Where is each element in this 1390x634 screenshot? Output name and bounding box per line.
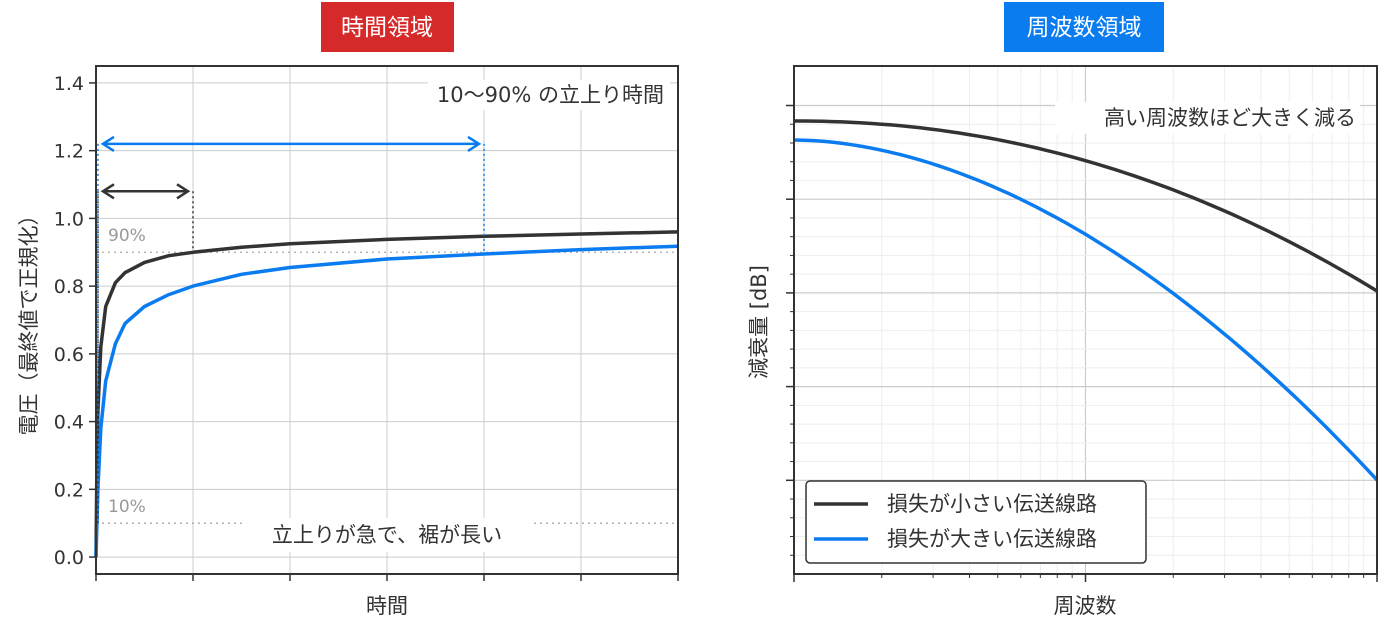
rise-arrowhead-left-blue — [100, 135, 115, 152]
rise-arrowhead-left-dark — [100, 183, 115, 200]
time-domain-title-badge — [321, 2, 454, 52]
ref-label-90: 90% — [108, 226, 146, 246]
series-line-high-loss-attenuation — [793, 138, 1379, 482]
y-tick-label: 1.4 — [54, 73, 84, 95]
frequency-axis-label: 周波数 — [1054, 594, 1117, 618]
trend-annotation-bg — [1055, 102, 1360, 134]
y-tick-label: 1.0 — [54, 208, 84, 230]
y-tick-label: 0.4 — [54, 412, 84, 434]
series-line-low-loss-attenuation — [794, 119, 1378, 293]
time-domain-title: 時間領域 — [341, 15, 433, 41]
frequency-domain-title: 周波数領域 — [1027, 15, 1142, 41]
tail-annotation: 立上りが急で、裾が長い — [272, 523, 502, 547]
series-line-high_loss — [94, 244, 679, 558]
y-tick-label: 0.2 — [54, 479, 84, 501]
y-tick-label: 0.6 — [54, 344, 84, 366]
time-domain-ticks: 0.0 0.2 0.4 0.6 0.8 1.0 1.2 1.4 — [54, 73, 679, 581]
frequency-domain-series — [793, 119, 1379, 482]
rise-arrowhead-right-dark — [176, 183, 191, 200]
rise-time-annotation-bg — [428, 80, 670, 110]
trend-annotation: 高い周波数ほど大きく減る — [1104, 106, 1356, 130]
y-tick-label: 1.2 — [54, 141, 84, 163]
rise-time-markers — [97, 135, 485, 524]
legend-label-low-loss: 損失が小さい伝送線路 — [887, 492, 1097, 516]
time-domain-grid — [96, 66, 678, 574]
time-domain-chart: 時間領域 90% 10% 0.0 0.2 0.4 0.6 0.8 1.0 1.2 1.4 10… — [17, 2, 679, 618]
legend: 損失が小さい伝送線路 損失が大きい伝送線路 — [805, 480, 1147, 564]
legend-label-high-loss: 損失が大きい伝送線路 — [887, 527, 1097, 551]
y-tick-label: 0.0 — [54, 547, 84, 569]
frequency-domain-title-badge — [1004, 2, 1164, 52]
voltage-axis-label: 電圧（最終値で正規化） — [17, 205, 41, 436]
time-domain-series — [94, 230, 679, 558]
frequency-domain-ticks — [786, 104, 1378, 582]
legend-box — [805, 480, 1147, 564]
rise-arrowhead-right-blue — [467, 135, 482, 152]
ref-label-10: 10% — [108, 497, 146, 517]
tail-annotation-bg — [245, 518, 530, 552]
frequency-domain-chart: 周波数領域 高い周波数ほど大きく減る 損失が小さい伝送線路 損失が大きい伝送線路… — [747, 2, 1379, 618]
y-tick-label: 0.8 — [54, 276, 84, 298]
attenuation-axis-label: 減衰量 [dB] — [747, 265, 771, 379]
time-axis-label: 時間 — [366, 594, 408, 618]
rise-time-annotation: 10〜90% の立上り時間 — [437, 83, 664, 107]
series-line-low_loss — [94, 230, 679, 558]
